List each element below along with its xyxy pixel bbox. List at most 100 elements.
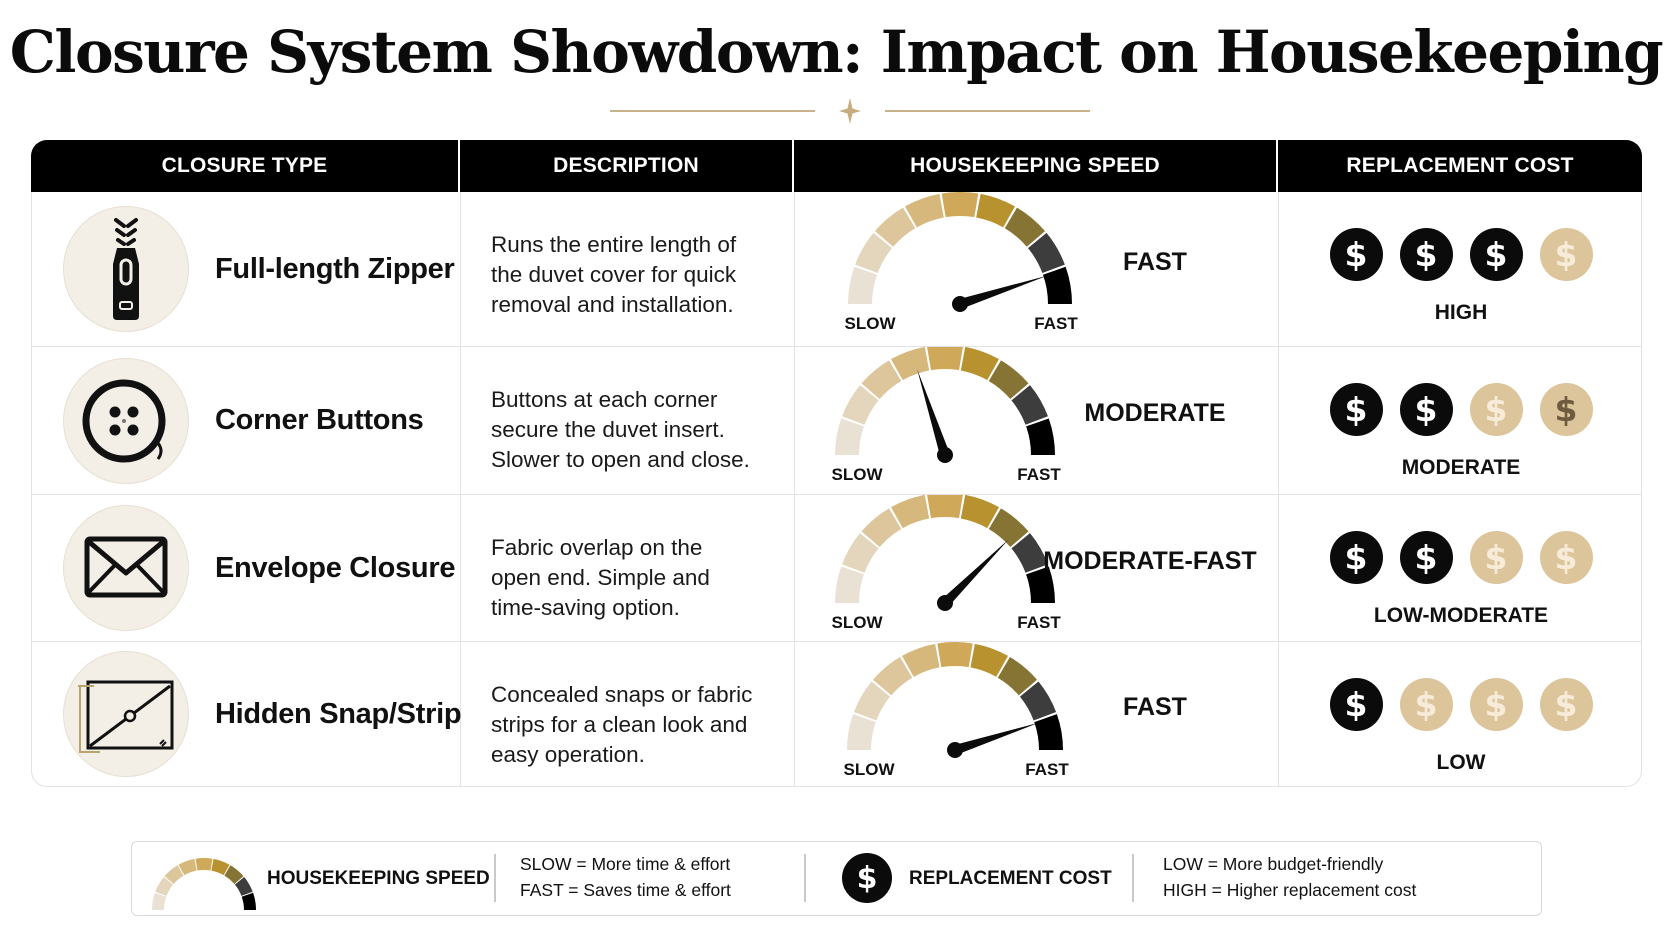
legend-cost-title: REPLACEMENT COST — [909, 868, 1112, 889]
gauge-hub — [937, 595, 953, 611]
cost-rating-label: LOW — [1436, 751, 1486, 774]
housekeeping-speed-cell: SLOW FAST MODERATE — [795, 347, 1279, 494]
gauge-segment — [1011, 533, 1048, 573]
dollar-coin-empty-icon: $ — [1469, 531, 1523, 584]
gauge-segment — [234, 876, 253, 896]
speed-gauge — [835, 347, 1055, 463]
gauge-segment — [1019, 681, 1057, 721]
description-line: time-saving option. — [491, 595, 680, 620]
gauge-hub — [937, 447, 953, 463]
description-line: removal and installation. — [491, 292, 734, 317]
gauge-segment — [842, 533, 879, 573]
table-row: Hidden Snap/Strip Concealed snaps or fabr… — [31, 642, 1642, 787]
closure-type-cell: Corner Buttons — [32, 347, 461, 494]
gauge-segment — [1026, 566, 1055, 603]
gauge-segment — [241, 892, 256, 910]
housekeeping-speed-cell: SLOW FAST FAST — [795, 642, 1279, 786]
gauge-needle — [953, 722, 1039, 755]
description-line: Fabric overlap on the — [491, 535, 703, 560]
cost-rating-label: LOW-MODERATE — [1373, 604, 1549, 627]
speed-gauge-legend-icon — [152, 858, 256, 910]
description-line: Concealed snaps or fabric — [491, 682, 753, 707]
table-row: Envelope Closure Fabric overlap on the ope… — [31, 495, 1642, 642]
legend-cost-line: LOW = More budget-friendly — [1163, 854, 1384, 874]
gauge-hub — [952, 296, 968, 312]
dollar-coin-filled-icon: $ — [1469, 228, 1523, 281]
gauge-segment — [941, 192, 979, 218]
gauge-segment — [1028, 232, 1065, 274]
speed-gauge — [848, 192, 1072, 312]
description-line: Runs the entire length of — [491, 232, 737, 257]
closure-type-name: Envelope Closure — [215, 551, 456, 584]
dollar-coin-filled-icon: $ — [1329, 678, 1383, 731]
gauge-segment — [835, 418, 864, 455]
speed-rating-label: MODERATE — [1084, 399, 1226, 427]
legend-speed-line: SLOW = More time & effort — [520, 854, 731, 874]
header-replacement-cost: REPLACEMENT COST — [1346, 154, 1574, 177]
description-line: Buttons at each corner — [491, 387, 718, 412]
cost-rating: $ $ $ $ — [1329, 228, 1593, 281]
gauge-fast-label: FAST — [1017, 613, 1061, 632]
gauge-segment — [842, 385, 879, 425]
gauge-segment — [976, 193, 1015, 228]
gauge-segment — [861, 508, 902, 548]
gauge-segment — [1004, 207, 1046, 247]
cost-rating: $ $ $ $ — [1329, 678, 1593, 731]
gauge-fast-label: FAST — [1017, 465, 1061, 484]
dollar-coin-icon: $ — [842, 853, 892, 903]
dollar-coin-empty-icon: $ — [1539, 531, 1593, 584]
closure-type-cell: Full-length Zipper — [32, 192, 461, 346]
cost-rating-label: HIGH — [1434, 301, 1488, 324]
closure-type-name: Full-length Zipper — [215, 252, 455, 285]
gauge-segment — [937, 642, 973, 668]
description-text: Fabric overlap on the open end. Simple an… — [491, 533, 794, 623]
gauge-slow-label: SLOW — [843, 760, 895, 779]
gauge-fast-label: FAST — [1025, 760, 1069, 779]
page-title: Closure System Showdown: Impact on House… — [9, 18, 1664, 86]
gauge-hub — [947, 742, 963, 758]
gauge-segment — [891, 347, 930, 381]
replacement-cost-cell: $ $ $ $ MODERATE — [1279, 347, 1643, 494]
gauge-segment — [927, 347, 963, 371]
description-cell: Runs the entire length of the duvet cover… — [461, 192, 795, 346]
speed-rating-label: FAST — [1123, 692, 1187, 721]
gauge-segment — [1011, 385, 1048, 425]
dollar-coin-empty-icon: $ — [1469, 678, 1523, 731]
description-line: secure the duvet insert. — [491, 417, 725, 442]
header-closure-type: CLOSURE TYPE — [31, 140, 460, 192]
cost-rating-label: MODERATE — [1401, 456, 1521, 479]
table-header: CLOSURE TYPE DESCRIPTION HOUSEKEEPING SP… — [31, 140, 1642, 192]
speed-gauge — [835, 495, 1055, 611]
description-line: strips for a clean look and — [491, 712, 748, 737]
dollar-coin-filled-icon: $ — [1329, 383, 1383, 436]
dollar-coin-filled-icon: $ — [1329, 228, 1383, 281]
sparkle-icon — [839, 98, 861, 124]
gauge-segment — [1026, 418, 1055, 455]
description-line: the duvet cover for quick — [491, 262, 737, 287]
description-text: Concealed snaps or fabric strips for a cl… — [491, 680, 794, 770]
gauge-segment — [152, 892, 167, 910]
gauge-segment — [970, 643, 1009, 677]
gauge-segment — [1043, 266, 1072, 304]
gauge-needle — [917, 369, 950, 457]
gauge-slow-label: SLOW — [831, 613, 883, 632]
gauge-segment — [861, 360, 902, 400]
header-housekeeping-speed: HOUSEKEEPING SPEED — [794, 140, 1278, 192]
dollar-coin-empty-icon: $ — [1469, 383, 1523, 436]
legend: HOUSEKEEPING SPEED SLOW = More time & ef… — [131, 841, 1542, 916]
gauge-segment — [1034, 714, 1063, 750]
replacement-cost-cell: $ $ $ $ LOW — [1279, 642, 1643, 786]
dollar-coin-filled-icon: $ — [1399, 383, 1453, 436]
gauge-segment — [195, 858, 213, 871]
closure-type-cell: Hidden Snap/Strip — [32, 642, 462, 786]
gauge-segment — [988, 508, 1029, 548]
gauge-segment — [891, 495, 930, 529]
description-text: Buttons at each corner secure the duvet i… — [491, 385, 794, 475]
speed-rating-label: MODERATE-FAST — [1043, 546, 1257, 575]
gauge-segment — [178, 858, 197, 876]
description-line: Slower to open and close. — [491, 447, 750, 472]
description-line: easy operation. — [491, 742, 645, 767]
gauge-segment — [855, 232, 892, 274]
gauge-segment — [211, 858, 230, 876]
description-cell: Buttons at each corner secure the duvet i… — [461, 347, 795, 494]
